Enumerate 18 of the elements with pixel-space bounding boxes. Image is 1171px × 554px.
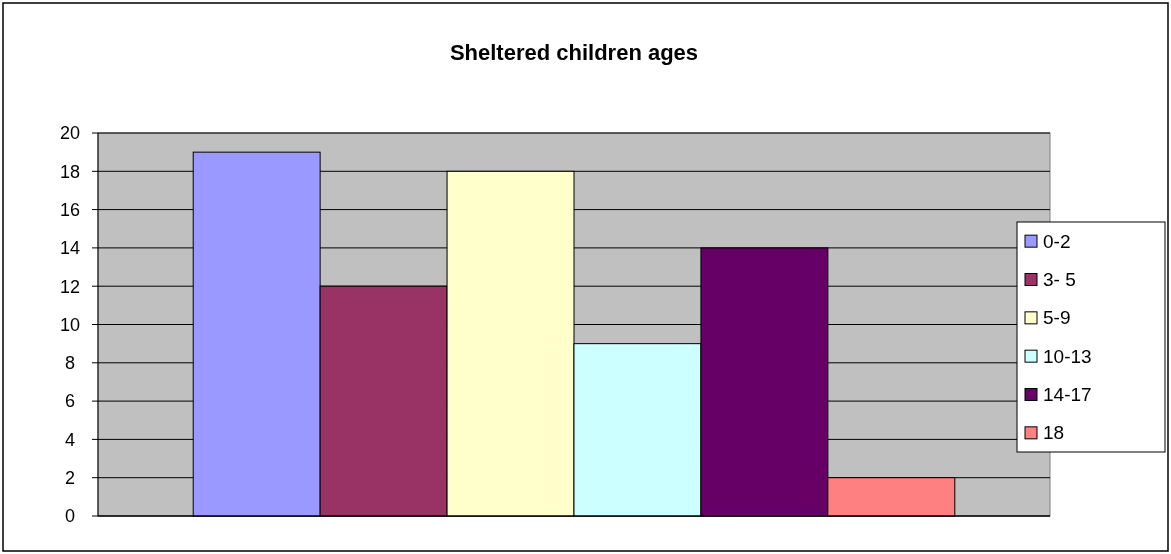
y-tick-label: 12: [59, 276, 81, 297]
legend-label: 10-13: [1043, 345, 1092, 367]
chart-title: Sheltered children ages: [449, 40, 699, 65]
y-tick-label: 14: [59, 238, 81, 259]
y-tick-label: 6: [64, 391, 76, 412]
legend-label: 18: [1043, 422, 1065, 444]
legend-label: 3- 5: [1043, 269, 1076, 291]
y-tick-label: 0: [64, 506, 76, 527]
y-tick-label: 4: [64, 429, 76, 450]
y-tick-label: 16: [59, 199, 81, 220]
y-tick-label: 18: [59, 161, 81, 182]
legend-label: 14-17: [1043, 384, 1092, 406]
legend-label: 0-2: [1043, 230, 1071, 252]
y-tick-label: 20: [59, 123, 81, 144]
y-tick-label: 10: [59, 314, 81, 335]
y-tick-label: 8: [64, 353, 76, 374]
legend-label: 5-9: [1043, 307, 1071, 329]
y-tick-label: 2: [64, 468, 76, 488]
